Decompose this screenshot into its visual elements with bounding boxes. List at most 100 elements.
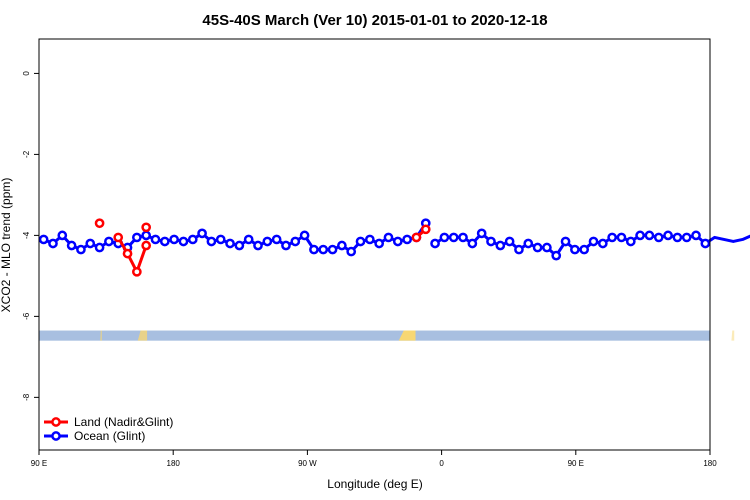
land-patch: [137, 330, 148, 341]
data-point: [122, 248, 133, 259]
data-point: [551, 250, 562, 261]
data-point: [402, 234, 412, 245]
data-point: [141, 230, 152, 241]
land-patch: [398, 330, 416, 341]
data-point: [364, 234, 375, 245]
data-point: [76, 244, 86, 255]
data-point: [337, 240, 347, 251]
y-tick-label: -6: [22, 312, 31, 320]
data-point: [178, 236, 189, 247]
y-axis-label: XCO2 - MLO trend (ppm): [0, 178, 13, 313]
data-point: [150, 234, 161, 245]
land-patch: [100, 330, 102, 341]
data-point: [94, 218, 105, 229]
data-point: [234, 240, 245, 251]
data-point: [346, 246, 357, 257]
data-point: [38, 234, 49, 245]
data-point: [663, 230, 673, 241]
data-point: [616, 232, 627, 243]
x-tick-label: 180: [167, 459, 181, 468]
data-point: [542, 242, 552, 253]
data-point: [625, 236, 636, 247]
data-point: [48, 238, 58, 249]
data-point: [104, 236, 114, 247]
data-point: [430, 238, 440, 249]
legend-marker: [51, 417, 61, 427]
data-point: [141, 240, 152, 251]
data-point: [318, 244, 329, 255]
plot-frame: [38, 38, 711, 451]
data-point: [672, 232, 683, 243]
data-point: [262, 236, 273, 247]
land-ocean-band: [39, 330, 735, 341]
data-point: [290, 236, 301, 247]
data-point: [653, 232, 664, 243]
data-point: [374, 238, 385, 249]
data-point: [495, 240, 506, 251]
data-point: [458, 232, 468, 243]
data-point: [225, 238, 235, 249]
data-point: [560, 236, 571, 247]
data-point: [420, 224, 431, 235]
data-point: [169, 234, 179, 245]
legend-marker: [51, 431, 61, 441]
data-point: [299, 230, 310, 241]
data-point: [523, 238, 534, 249]
data-point: [448, 232, 459, 243]
data-point: [215, 234, 226, 245]
data-point: [94, 242, 105, 253]
series-land: [94, 218, 431, 277]
data-point: [486, 236, 496, 247]
data-point: [281, 240, 291, 251]
data-point: [206, 236, 217, 247]
series-line: [116, 236, 148, 274]
data-point: [607, 232, 617, 243]
data-point: [476, 228, 487, 239]
data-point: [383, 232, 394, 243]
data-point: [159, 236, 170, 247]
series-layer: [38, 218, 750, 277]
data-point: [691, 230, 701, 241]
y-tick-label: -8: [22, 393, 31, 401]
x-axis-label: Longitude (deg E): [327, 477, 422, 491]
x-tick-label: 180: [703, 459, 717, 468]
data-point: [635, 230, 645, 241]
data-point: [532, 242, 543, 253]
data-point: [644, 230, 655, 241]
data-point: [355, 236, 366, 247]
data-point: [271, 234, 282, 245]
data-point: [439, 232, 450, 243]
data-point: [588, 236, 599, 247]
chart-title: 45S-40S March (Ver 10) 2015-01-01 to 202…: [202, 12, 547, 29]
series-ocean: [38, 218, 750, 261]
data-point: [467, 238, 478, 249]
data-point: [197, 228, 207, 239]
legend-label: Ocean (Glint): [74, 429, 145, 443]
data-point: [85, 238, 96, 249]
data-point: [187, 234, 198, 245]
data-point: [597, 238, 608, 249]
data-point: [141, 222, 152, 233]
y-tick-label: -2: [22, 150, 31, 158]
data-point: [700, 238, 711, 249]
legend: Land (Nadir&Glint)Ocean (Glint): [44, 415, 173, 443]
data-point: [570, 244, 580, 255]
data-point: [132, 232, 142, 243]
data-point: [504, 236, 515, 247]
data-point: [113, 232, 124, 243]
data-point: [392, 236, 403, 247]
data-point: [132, 266, 142, 277]
data-point: [327, 244, 338, 255]
data-point: [253, 240, 263, 251]
data-point: [66, 240, 77, 251]
y-tick-label: 0: [22, 71, 31, 76]
legend-label: Land (Nadir&Glint): [74, 415, 173, 429]
data-point: [309, 244, 319, 255]
data-point: [57, 230, 68, 241]
ocean-band: [39, 330, 710, 341]
y-axis: 0 -2 -4 -6 -8: [22, 71, 39, 401]
data-point: [411, 232, 422, 243]
x-tick-label: 0: [439, 459, 444, 468]
x-tick-label: 90 E: [31, 459, 47, 468]
